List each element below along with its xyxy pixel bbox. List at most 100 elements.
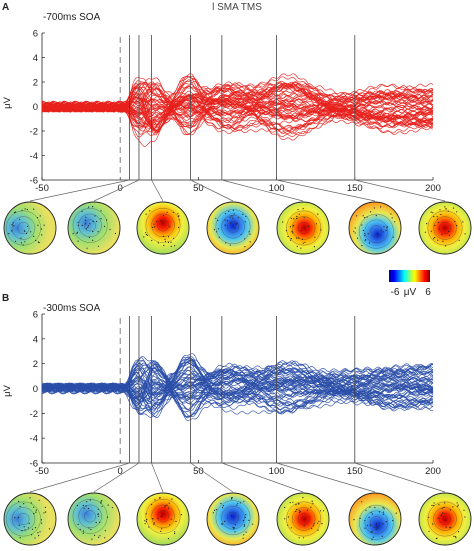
topoplot-connector — [354, 179, 446, 202]
electrode-dot — [145, 521, 147, 523]
topoplot — [206, 492, 260, 546]
electrode-dot — [375, 526, 377, 528]
y-tick-label: 2 — [33, 359, 38, 370]
electrode-dot — [249, 241, 251, 243]
electrode-dot — [240, 233, 242, 235]
electrode-dot — [243, 500, 245, 502]
electrode-dot — [383, 508, 385, 510]
topoplot-contour — [145, 208, 181, 243]
electrode-dot — [450, 526, 452, 528]
electrode-dot — [168, 507, 170, 509]
topoplot-connector — [190, 462, 234, 493]
electrode-dot — [320, 229, 322, 231]
electrode-dot — [430, 230, 432, 232]
electrode-dot — [424, 231, 426, 233]
electrode-dot — [162, 215, 165, 217]
y-tick-label: -6 — [30, 459, 38, 470]
electrode-dot — [153, 522, 155, 524]
electrode-dot — [154, 226, 156, 228]
electrode-dot — [152, 518, 154, 520]
electrode-dot — [11, 224, 13, 226]
electrode-dot — [97, 515, 100, 517]
electrode-dot — [452, 506, 454, 508]
channel-trace — [41, 99, 434, 138]
electrode-dot — [216, 231, 218, 233]
electrode-dot — [171, 498, 173, 500]
topoplot-contour — [11, 507, 36, 531]
y-tick-label: 6 — [33, 310, 38, 321]
electrode-dot — [99, 535, 101, 537]
electrode-dot — [458, 531, 460, 533]
electrode-dot — [23, 230, 25, 232]
electrode-dot — [440, 213, 442, 216]
channel-trace — [41, 88, 434, 130]
electrode-dot — [100, 501, 102, 503]
electrode-dot — [426, 223, 428, 225]
electrode-dot — [438, 504, 440, 506]
topoplot-contour — [84, 219, 97, 232]
x-tick-label: 100 — [269, 466, 285, 477]
electrode-dot — [174, 532, 176, 535]
electrode-dot — [231, 498, 233, 500]
topoplot-contour — [297, 222, 310, 234]
electrode-dot — [433, 504, 435, 507]
topoplot-contour — [370, 225, 383, 238]
y-tick-label: 0 — [33, 102, 38, 113]
topoplot-head — [67, 201, 121, 255]
electrode-dot — [160, 516, 162, 518]
electrode-dot — [215, 217, 217, 219]
electrode-dot — [303, 217, 305, 219]
channel-trace — [41, 382, 434, 415]
channel-trace — [41, 82, 434, 108]
topoplot-connector — [151, 179, 164, 202]
electrode-dot — [83, 530, 85, 532]
electrode-dot — [31, 528, 34, 530]
electrode-dot — [96, 220, 98, 223]
electrode-dot — [38, 499, 40, 501]
electrode-dot — [366, 524, 368, 526]
electrode-dot — [367, 233, 369, 235]
topoplot-connector — [93, 462, 140, 493]
electrode-dot — [383, 231, 385, 233]
topoplot-contour — [439, 222, 451, 234]
electrode-dot — [104, 530, 106, 532]
electrode-dot — [229, 244, 231, 246]
electrode-dot — [13, 212, 15, 214]
electrode-dot — [354, 232, 356, 234]
topoplot-contour — [72, 499, 108, 534]
electrode-dot — [442, 240, 444, 242]
electrode-dot — [77, 240, 79, 242]
topoplot-head — [206, 492, 260, 546]
electrode-dot — [33, 235, 35, 237]
electrode-dot — [318, 520, 320, 523]
electrode-dot — [95, 522, 97, 524]
electrode-dot — [353, 230, 355, 232]
electrode-dot — [94, 534, 96, 537]
topoplot — [136, 492, 190, 546]
electrode-dot — [35, 511, 37, 513]
electrode-dot — [394, 221, 396, 223]
electrode-dot — [321, 523, 323, 525]
electrode-dot — [148, 526, 150, 528]
topoplot-contour — [215, 209, 251, 245]
electrode-dot — [368, 242, 370, 244]
electrode-dot — [97, 508, 99, 510]
y-axis-label: μV — [2, 384, 13, 396]
electrode-dot — [100, 218, 102, 220]
topoplot-contour — [6, 501, 41, 537]
electrode-dot — [386, 227, 388, 229]
channel-trace — [41, 362, 434, 412]
electrode-dot — [87, 226, 89, 228]
topoplot-contour — [427, 210, 463, 246]
electrode-dot — [298, 213, 300, 215]
electrode-dot — [23, 503, 25, 505]
electrode-dot — [448, 230, 450, 233]
electrode-dot — [177, 213, 179, 215]
y-tick-label: 2 — [33, 78, 38, 89]
electrode-dot — [298, 503, 300, 505]
electrode-dot — [89, 499, 91, 501]
electrode-dot — [361, 245, 363, 247]
x-tick-label: 50 — [193, 183, 204, 194]
electrode-dot — [101, 500, 103, 502]
electrode-dot — [447, 210, 449, 212]
